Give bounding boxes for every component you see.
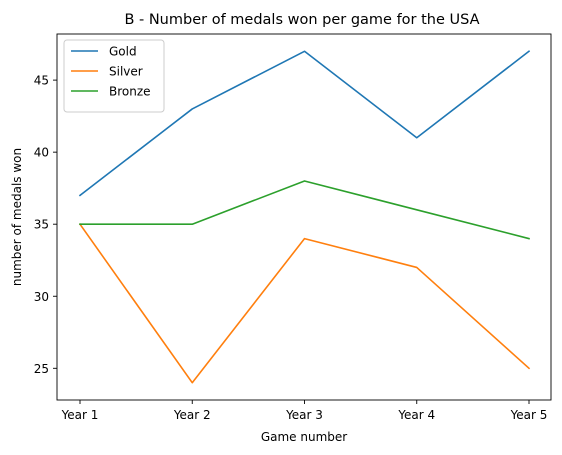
legend-label: Silver (109, 65, 143, 79)
x-tick-label: Year 2 (173, 408, 211, 422)
plot-area: Year 1 Year 2 Year 3 Year 4 Year 5 25 30 35 40 45… (34, 33, 552, 422)
y-tick-label: 35 (34, 218, 49, 232)
series-line-bronze (79, 180, 530, 240)
x-tick-label: Year 3 (285, 408, 323, 422)
y-tick-label: 25 (34, 362, 49, 376)
legend-box (63, 39, 165, 113)
x-tick-label: Year 5 (510, 408, 548, 422)
series-line-gold (78, 50, 531, 197)
x-tick-label: Year 4 (397, 408, 435, 422)
x-tick-label: Year 1 (61, 408, 99, 422)
y-tick-label: 45 (34, 74, 49, 88)
series-line-silver (78, 223, 531, 384)
chart-title: B - Number of medals won per game for th… (124, 12, 479, 28)
legend-label: Gold (109, 45, 137, 59)
x-axis-label: Game number (261, 430, 347, 444)
legend-label: Bronze (109, 85, 151, 99)
y-axis-label: number of medals won (10, 148, 24, 286)
y-tick-label: 30 (34, 290, 49, 304)
y-tick-label: 40 (34, 146, 49, 160)
plot-frame (56, 33, 552, 401)
